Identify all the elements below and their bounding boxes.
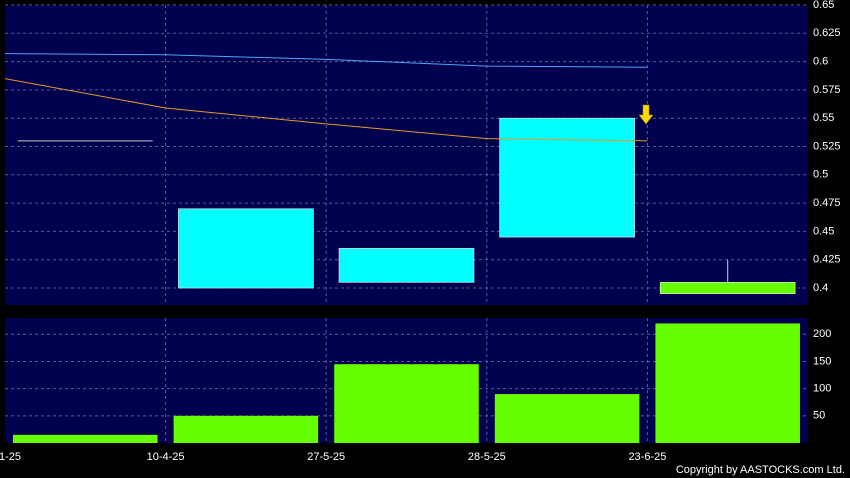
- y-tick-label: 0.45: [813, 225, 834, 237]
- y-tick-label: 0.6: [813, 56, 828, 68]
- y-tick-label: 0.475: [813, 197, 841, 209]
- x-tick-label: 10-4-25: [147, 451, 185, 463]
- volume-bar: [334, 364, 479, 443]
- candle-body: [659, 282, 796, 295]
- volume-layer: [5, 318, 808, 443]
- y-tick-label: 0.65: [813, 0, 834, 11]
- y-tick-label: 50: [813, 410, 825, 422]
- volume-bar: [494, 394, 640, 443]
- candle-body: [338, 248, 475, 283]
- copyright: Copyright by AASTOCKS.com Ltd.: [676, 464, 845, 476]
- x-tick-label: 23-6-25: [628, 451, 666, 463]
- candle-body: [178, 208, 314, 289]
- volume-bar: [13, 434, 158, 443]
- y-tick-label: 0.625: [813, 27, 841, 39]
- x-tick-label: 27-5-25: [307, 451, 345, 463]
- y-tick-label: 0.525: [813, 140, 841, 152]
- y-tick-label: 0.4: [813, 282, 828, 294]
- x-tick-label: 28-5-25: [468, 451, 506, 463]
- y-tick-label: 0.5: [813, 169, 828, 181]
- y-tick-label: 100: [813, 383, 831, 395]
- y-tick-label: 0.425: [813, 254, 841, 266]
- indicator-line: [4, 53, 648, 68]
- indicator-line: [4, 78, 648, 142]
- volume-bar: [655, 323, 800, 443]
- candle-body: [499, 117, 635, 238]
- y-tick-label: 0.575: [813, 84, 841, 96]
- y-tick-label: 200: [813, 328, 831, 340]
- price-layer: [4, 4, 808, 305]
- marker-arrow: [638, 104, 654, 125]
- x-tick-label: 1-25: [0, 451, 21, 463]
- y-tick-label: 150: [813, 355, 831, 367]
- volume-bar: [173, 415, 319, 443]
- y-tick-label: 0.55: [813, 112, 834, 124]
